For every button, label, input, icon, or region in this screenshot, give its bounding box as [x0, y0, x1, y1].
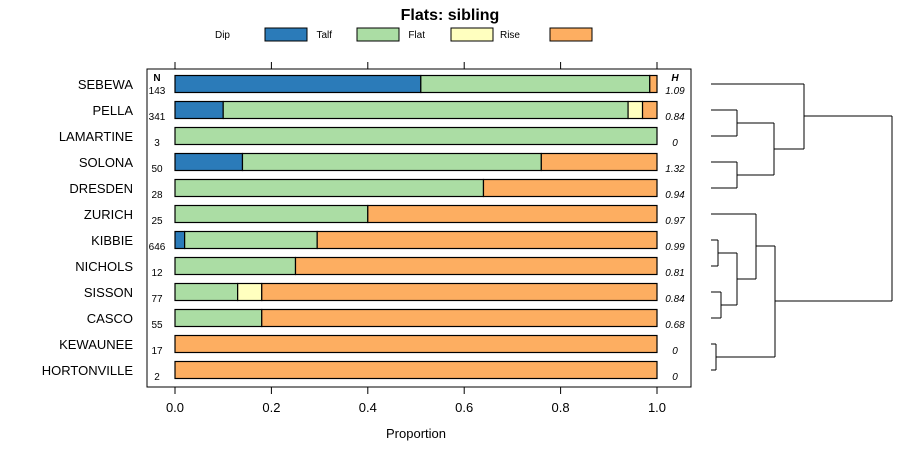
- legend-swatch-rise: [549, 27, 593, 42]
- h-value: 0: [672, 372, 678, 383]
- category-label: NICHOLS: [75, 259, 133, 274]
- category-label: ZURICH: [84, 207, 133, 222]
- dendro-branch: [736, 214, 775, 305]
- n-value: 55: [151, 320, 163, 331]
- n-value: 28: [151, 190, 163, 201]
- h-value: 0.81: [665, 268, 684, 279]
- legend-label-rise: Rise: [500, 30, 520, 41]
- n-value: 77: [151, 294, 163, 305]
- category-label: PELLA: [93, 103, 134, 118]
- category-label: SEBEWA: [78, 77, 133, 92]
- h-value: 1.32: [665, 164, 685, 175]
- category-label: DRESDEN: [69, 181, 133, 196]
- dendro-branch: [773, 84, 892, 175]
- legend-swatch-dip: [264, 27, 308, 42]
- bar-segment-talf: [222, 100, 629, 120]
- bar-segment-rise: [174, 360, 658, 380]
- dendrogram: [711, 83, 893, 371]
- n-value: 2: [154, 372, 160, 383]
- bar-segment-rise: [482, 178, 658, 198]
- bar-segment-talf: [174, 256, 297, 276]
- dendro-branch: [711, 239, 737, 267]
- plot-frame: [146, 68, 692, 388]
- dendro-branch: [711, 161, 774, 189]
- chart-title: Flats: sibling: [401, 7, 500, 24]
- legend-swatch-talf: [356, 27, 400, 42]
- x-tick-label: 0.0: [166, 400, 184, 415]
- bar-segment-flat: [237, 282, 263, 302]
- bar-segment-rise: [316, 230, 658, 250]
- category-label: SOLONA: [79, 155, 134, 170]
- category-label: KEWAUNEE: [59, 337, 133, 352]
- h-value: 0.68: [665, 320, 685, 331]
- h-value: 0.84: [665, 112, 685, 123]
- h-value: 1.09: [665, 86, 685, 97]
- dendro-branch: [711, 291, 737, 319]
- bar-segment-talf: [174, 204, 369, 224]
- h-value: 0.97: [665, 216, 685, 227]
- bar-segment-talf: [420, 74, 651, 94]
- h-value: 0: [672, 138, 678, 149]
- x-tick-label: 1.0: [648, 400, 666, 415]
- bar-segment-rise: [294, 256, 658, 276]
- n-value: 17: [151, 346, 163, 357]
- row-labels: SEBEWA 143 1.09 PELLA 341 0.84 LAMARTINE 3 0 SOLO…: [42, 77, 685, 383]
- bar-segment-rise: [540, 152, 658, 172]
- x-tick-label: 0.4: [359, 400, 377, 415]
- n-header: N: [153, 73, 160, 84]
- n-value: 646: [149, 242, 166, 253]
- h-value: 0.99: [665, 242, 685, 253]
- bar-segment-talf: [174, 126, 658, 146]
- category-label: SISSON: [84, 285, 133, 300]
- bar-segment-dip: [174, 74, 422, 94]
- bar-segment-rise: [261, 308, 658, 328]
- bar-segment-talf: [174, 178, 485, 198]
- h-value: 0.94: [665, 190, 685, 201]
- dendro-branch: [711, 343, 775, 371]
- legend-label-dip: Dip: [215, 30, 230, 41]
- bar-segment-talf: [174, 282, 239, 302]
- n-value: 50: [151, 164, 163, 175]
- n-value: 12: [151, 268, 163, 279]
- n-value: 25: [151, 216, 163, 227]
- bar-segment-rise: [641, 100, 658, 120]
- x-axis-title: Proportion: [386, 426, 446, 441]
- x-axis: 0.0 0.2 0.4 0.6 0.8 1.0: [166, 62, 666, 415]
- h-header: H: [671, 73, 679, 84]
- category-label: KIBBIE: [91, 233, 133, 248]
- bar-segment-talf: [241, 152, 542, 172]
- bar-segment-flat: [627, 100, 644, 120]
- x-tick-label: 0.2: [262, 400, 280, 415]
- bar-segment-rise: [649, 74, 658, 94]
- dendro-branch: [711, 83, 804, 136]
- bar-segment-dip: [174, 230, 186, 250]
- category-label: LAMARTINE: [59, 129, 133, 144]
- bar-segment-rise: [261, 282, 658, 302]
- x-tick-label: 0.8: [552, 400, 570, 415]
- h-value: 0.84: [665, 294, 685, 305]
- bar-segment-rise: [367, 204, 658, 224]
- category-label: CASCO: [87, 311, 133, 326]
- n-value: 143: [149, 86, 166, 97]
- bar-segment-dip: [174, 152, 244, 172]
- n-value: 341: [149, 112, 166, 123]
- legend: Dip Talf Flat Rise: [215, 27, 593, 42]
- category-label: HORTONVILLE: [42, 363, 134, 378]
- bar-segment-talf: [184, 230, 318, 250]
- legend-label-talf: Talf: [316, 30, 332, 41]
- bars: [174, 74, 658, 380]
- bar-segment-talf: [174, 308, 263, 328]
- bar-segment-rise: [174, 334, 658, 354]
- legend-label-flat: Flat: [408, 30, 425, 41]
- h-value: 0: [672, 346, 678, 357]
- dendro-branch: [774, 116, 893, 357]
- x-tick-label: 0.6: [455, 400, 473, 415]
- n-value: 3: [154, 138, 160, 149]
- legend-swatch-flat: [450, 27, 494, 42]
- bar-segment-dip: [174, 100, 224, 120]
